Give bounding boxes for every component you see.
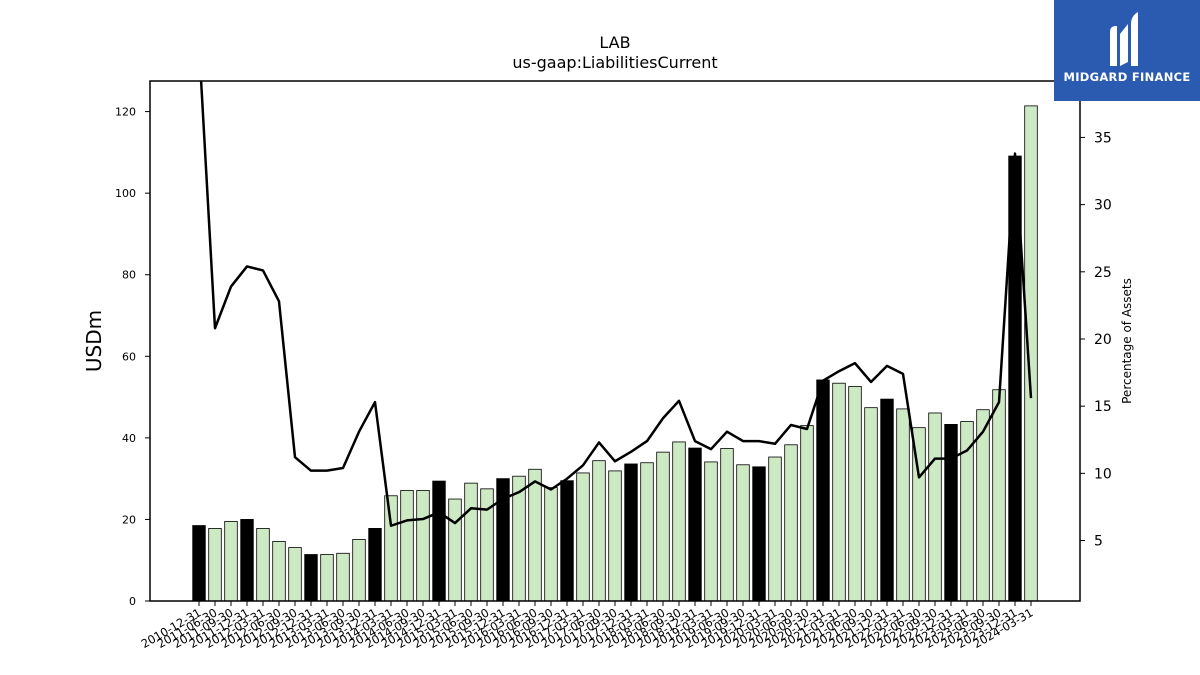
bar-2012-03-31 (256, 528, 270, 602)
bar-2014-12-31 (432, 480, 446, 602)
y-tick-label: 120 (115, 106, 136, 119)
brand-logo: MIDGARD FINANCE (1054, 0, 1200, 101)
y-axis-label-right: Percentage of Assets (1120, 278, 1134, 404)
bar-2021-03-31 (832, 382, 846, 602)
bar-2014-06-30 (400, 490, 414, 602)
bar-2011-06-30 (208, 528, 222, 602)
bar-2022-12-31 (944, 423, 958, 602)
y-right-tick-label: 15 (1094, 399, 1112, 415)
y-tick-label: 100 (115, 187, 136, 200)
bar-2021-09-30 (864, 407, 878, 602)
bars-group (192, 105, 1038, 602)
bar-2018-12-31 (688, 447, 702, 602)
y-right-tick-label: 35 (1094, 130, 1112, 146)
y-axis-label-left: USDm (82, 310, 106, 372)
bar-2017-09-30 (608, 470, 622, 602)
y-axis-right: 5 10 15 20 25 30 35 (1080, 130, 1112, 550)
bar-2017-03-31 (576, 472, 590, 602)
bar-2019-03-31 (704, 461, 718, 602)
percentage-line (199, 81, 1033, 527)
y-axis-left: 0 20 40 60 80 100 120 (115, 106, 150, 608)
y-tick-label: 40 (122, 432, 136, 445)
bar-2011-09-30 (224, 521, 238, 602)
bar-2020-12-31 (816, 379, 830, 602)
bar-2011-12-31 (240, 519, 254, 602)
y-right-tick-label: 25 (1094, 265, 1112, 281)
bar-2016-06-30 (528, 468, 542, 602)
bar-2013-09-30 (352, 539, 366, 602)
bar-2012-06-30 (272, 541, 286, 602)
midgard-logo-icon (1110, 12, 1138, 66)
bar-2018-03-31 (640, 462, 654, 602)
bar-2010-12-31 (192, 525, 206, 602)
bar-2017-06-30 (592, 460, 606, 602)
y-tick-label: 80 (122, 269, 136, 282)
line-group (199, 81, 1033, 527)
bar-2020-06-30 (784, 444, 798, 602)
y-tick-label: 60 (122, 350, 136, 363)
y-tick-label: 0 (129, 595, 136, 608)
y-tick-label: 20 (122, 513, 136, 526)
bar-2022-09-30 (928, 412, 942, 602)
bar-2019-06-30 (720, 448, 734, 602)
bar-2015-06-30 (464, 482, 478, 602)
bar-2014-09-30 (416, 490, 430, 602)
bar-2014-03-31 (384, 495, 398, 602)
bar-2020-03-31 (768, 456, 782, 602)
y-right-tick-label: 5 (1094, 534, 1103, 550)
bar-2012-09-30 (288, 547, 302, 602)
bar-2022-03-31 (896, 408, 910, 602)
bar-2013-06-30 (336, 552, 350, 602)
bar-2013-12-31 (368, 528, 382, 602)
bar-2013-03-31 (320, 554, 334, 602)
y-right-tick-label: 20 (1094, 332, 1112, 348)
bar-2023-03-31 (960, 421, 974, 602)
y-right-tick-label: 30 (1094, 198, 1112, 214)
bar-2018-06-30 (656, 451, 670, 602)
bar-2018-09-30 (672, 441, 686, 602)
bar-2016-12-31 (560, 480, 574, 602)
bar-2021-06-30 (848, 386, 862, 602)
chart-subtitle: us-gaap:LiabilitiesCurrent (512, 53, 717, 72)
bar-2020-09-30 (800, 425, 814, 602)
x-axis: 2010-12-312011-06-302011-09-302011-12-31… (139, 601, 1036, 651)
chart-title: LAB (599, 33, 630, 52)
bar-2012-12-31 (304, 554, 318, 602)
bar-2019-09-30 (736, 464, 750, 602)
bar-2017-12-31 (624, 463, 638, 602)
bar-2021-12-31 (880, 398, 894, 602)
bar-2024-03-31 (1024, 105, 1038, 602)
bar-2019-12-31 (752, 466, 766, 602)
bar-2016-09-30 (544, 487, 558, 602)
logo-text: MIDGARD FINANCE (1063, 70, 1191, 84)
y-right-tick-label: 10 (1094, 466, 1112, 482)
bar-2015-03-31 (448, 498, 462, 602)
bar-2023-09-30 (992, 389, 1006, 602)
